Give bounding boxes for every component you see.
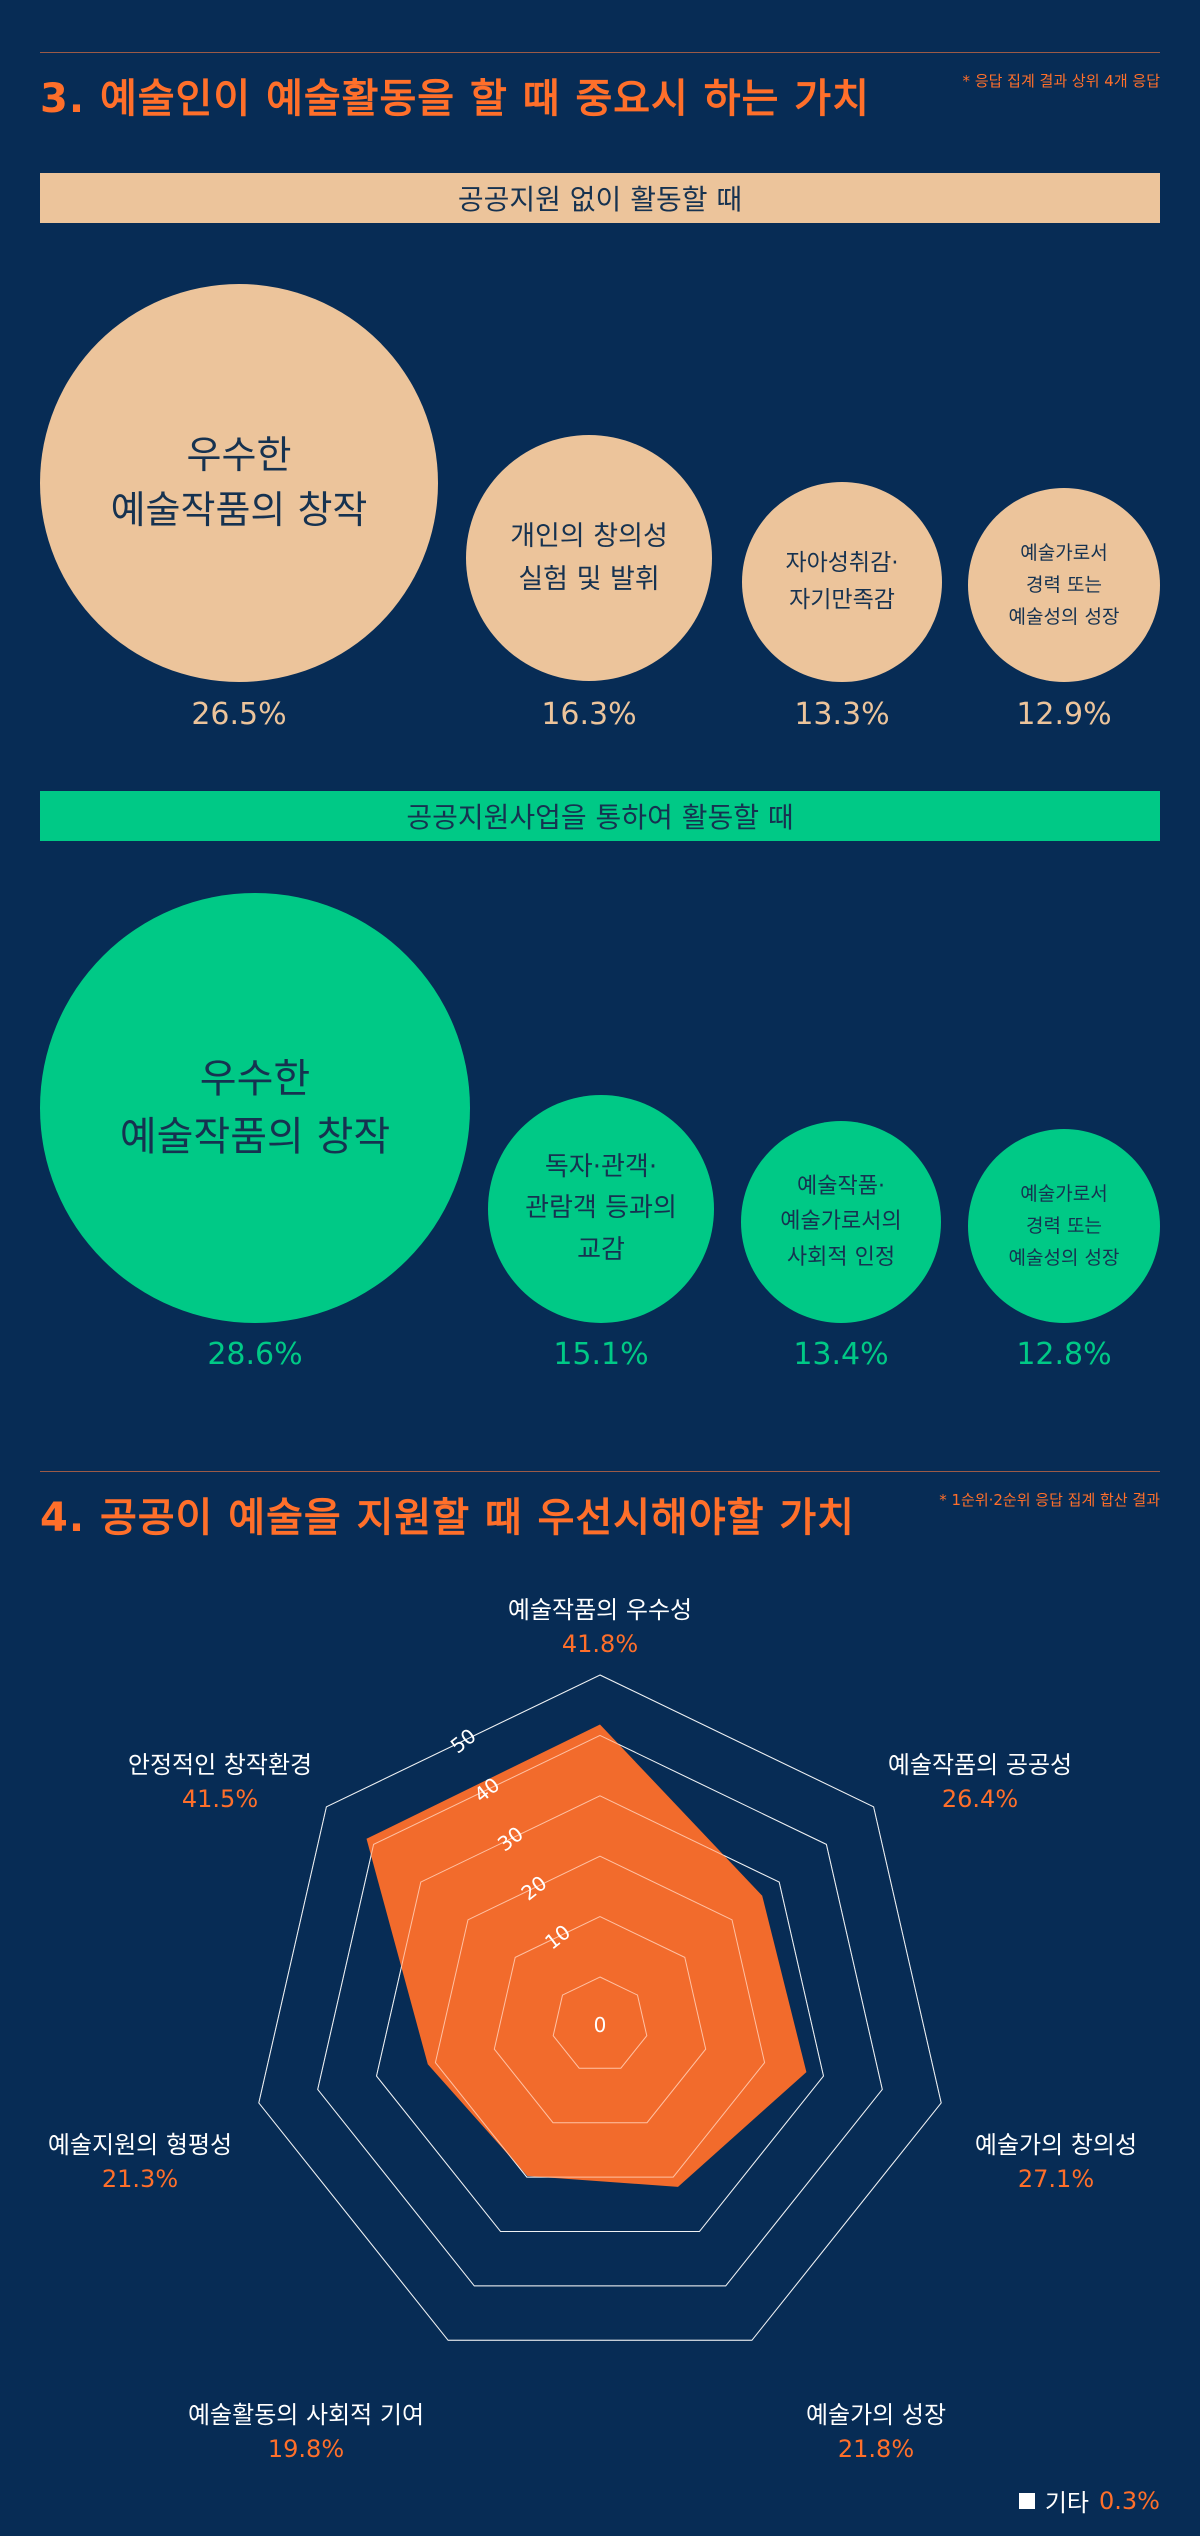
bubble-no-support-1: 우수한 예술작품의 창작 bbox=[40, 284, 438, 682]
radar-grid-overlay-30 bbox=[375, 1795, 825, 2232]
value-no-support-3: 13.3% bbox=[794, 697, 890, 732]
bubble-label: 예술가로서 경력 또는 예술성의 성장 bbox=[1008, 1182, 1120, 1270]
radar-axis-label: 예술활동의 사회적 기여 bbox=[187, 2401, 425, 2429]
bubble-label: 우수한 예술작품의 창작 bbox=[110, 432, 368, 532]
value-with-support-2: 15.1% bbox=[553, 1337, 649, 1372]
bubble-label: 우수한 예술작품의 창작 bbox=[119, 1056, 391, 1160]
band-with-support: 공공지원사업을 통하여 활동할 때 bbox=[40, 791, 1160, 841]
bubble-with-support-3: 예술작품· 예술가로서의 사회적 인정 bbox=[741, 1121, 941, 1323]
radar-grid-overlay-10 bbox=[493, 1916, 707, 2124]
bubble-no-support-2: 개인의 창의성 실험 및 발휘 bbox=[466, 435, 712, 681]
radar-value-label: 21.3% bbox=[101, 2165, 179, 2193]
section3-note: * 응답 집계 결과 상위 4개 응답 bbox=[962, 72, 1160, 90]
radar-grid-overlay-50 bbox=[258, 1674, 942, 2341]
radar-grid-overlay-40 bbox=[317, 1734, 883, 2287]
bubble-no-support-3: 자아성취감· 자기만족감 bbox=[742, 482, 942, 682]
section3-title: 3. 예술인이 예술활동을 할 때 중요시 하는 가치 bbox=[40, 76, 870, 122]
value-with-support-3: 13.4% bbox=[793, 1337, 889, 1372]
bubble-no-support-4: 예술가로서 경력 또는 예술성의 성장 bbox=[968, 488, 1160, 682]
other-value: 0.3% bbox=[1099, 2486, 1160, 2515]
radar-axis-label: 안정적인 창작환경 bbox=[127, 1751, 313, 1779]
radar-axis-label: 예술지원의 형평성 bbox=[47, 2131, 233, 2159]
value-no-support-4: 12.9% bbox=[1016, 697, 1112, 732]
section4-note: * 1순위·2순위 응답 집계 합산 결과 bbox=[939, 1491, 1160, 1509]
radar-value-label: 41.8% bbox=[561, 1630, 639, 1658]
other-legend: 기타 0.3% bbox=[1018, 2483, 1160, 2518]
radar-axis-label: 예술가의 성장 bbox=[805, 2401, 947, 2429]
other-label: 기타 bbox=[1044, 2489, 1090, 2517]
value-with-support-1: 28.6% bbox=[207, 1337, 303, 1372]
section4-title: 4. 공공이 예술을 지원할 때 우선시해야할 가치 bbox=[40, 1495, 855, 1541]
radar-value-label: 21.8% bbox=[837, 2435, 915, 2463]
radar-value-label: 27.1% bbox=[1017, 2165, 1095, 2193]
radar-value-label: 19.8% bbox=[267, 2435, 345, 2463]
bubble-label: 독자·관객· 관람객 등과의 교감 bbox=[525, 1151, 677, 1265]
bubble-label: 예술작품· 예술가로서의 사회적 인정 bbox=[780, 1174, 902, 1270]
band-no-support: 공공지원 없이 활동할 때 bbox=[40, 173, 1160, 223]
bubble-with-support-4: 예술가로서 경력 또는 예술성의 성장 bbox=[968, 1129, 1160, 1323]
radar-axis-label: 예술작품의 공공성 bbox=[887, 1751, 1073, 1779]
bubble-with-support-1: 우수한 예술작품의 창작 bbox=[40, 893, 470, 1323]
section4-rule bbox=[40, 1471, 1160, 1472]
bubble-label: 개인의 창의성 실험 및 발휘 bbox=[510, 520, 668, 595]
value-no-support-2: 16.3% bbox=[541, 697, 637, 732]
bubble-label: 자아성취감· 자기만족감 bbox=[785, 550, 899, 613]
radar-axis-label: 예술작품의 우수성 bbox=[507, 1596, 693, 1624]
radar-grid-overlay-0 bbox=[552, 1976, 648, 2069]
radar-tick-label: 0 bbox=[594, 2013, 607, 2037]
radar-value-label: 26.4% bbox=[941, 1785, 1019, 1813]
radar-tick-label: 50 bbox=[446, 1724, 481, 1759]
value-no-support-1: 26.5% bbox=[191, 697, 287, 732]
radar-grid-overlay-20 bbox=[434, 1855, 766, 2178]
other-square-icon bbox=[1018, 2492, 1035, 2509]
section3-rule bbox=[40, 52, 1160, 53]
bubble-label: 예술가로서 경력 또는 예술성의 성장 bbox=[1008, 541, 1120, 629]
radar-data-polygon bbox=[366, 1724, 807, 2187]
radar-axis-label: 예술가의 창의성 bbox=[974, 2131, 1138, 2159]
value-with-support-4: 12.8% bbox=[1016, 1337, 1112, 1372]
radar-value-label: 41.5% bbox=[181, 1785, 259, 1813]
bubble-with-support-2: 독자·관객· 관람객 등과의 교감 bbox=[488, 1095, 714, 1323]
